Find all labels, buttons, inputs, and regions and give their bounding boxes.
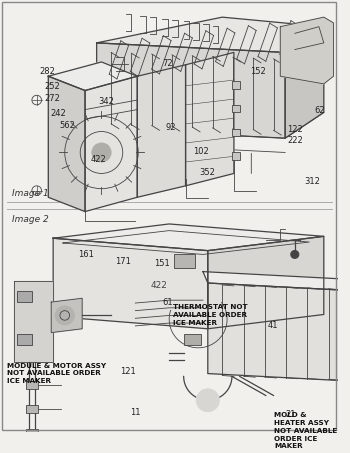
Text: 21: 21 (286, 410, 296, 419)
FancyBboxPatch shape (184, 333, 201, 345)
Circle shape (196, 389, 219, 412)
Polygon shape (97, 43, 285, 138)
Circle shape (92, 143, 111, 162)
Polygon shape (14, 281, 53, 362)
Polygon shape (137, 65, 186, 197)
Text: 161: 161 (78, 250, 94, 259)
FancyBboxPatch shape (18, 291, 32, 302)
Polygon shape (85, 76, 137, 212)
Polygon shape (208, 283, 350, 381)
Text: 41: 41 (267, 322, 278, 330)
Polygon shape (97, 17, 324, 53)
Text: 422: 422 (90, 155, 106, 164)
FancyBboxPatch shape (26, 429, 38, 436)
Text: THERMOSTAT NOT
AVAILABLE ORDER
ICE MAKER: THERMOSTAT NOT AVAILABLE ORDER ICE MAKER (173, 304, 247, 326)
Text: 252: 252 (44, 82, 60, 91)
Text: MODULE & MOTOR ASSY
NOT AVAILABLE ORDER
ICE MAKER: MODULE & MOTOR ASSY NOT AVAILABLE ORDER … (7, 362, 106, 384)
Text: 121: 121 (120, 367, 136, 376)
Polygon shape (208, 236, 324, 329)
Polygon shape (53, 224, 324, 251)
Polygon shape (53, 238, 208, 329)
FancyBboxPatch shape (174, 255, 195, 268)
Text: 562: 562 (59, 120, 75, 130)
Text: 342: 342 (98, 97, 114, 106)
Text: 151: 151 (154, 259, 170, 268)
FancyBboxPatch shape (232, 105, 240, 112)
Text: 61: 61 (162, 298, 173, 307)
Text: 352: 352 (199, 168, 216, 177)
Text: MOLD &
HEATER ASSY
NOT AVAILABLE
ORDER ICE
MAKER: MOLD & HEATER ASSY NOT AVAILABLE ORDER I… (274, 412, 337, 449)
FancyBboxPatch shape (26, 381, 38, 389)
Circle shape (55, 306, 75, 325)
Text: 272: 272 (44, 94, 60, 103)
Text: 422: 422 (151, 281, 168, 290)
Polygon shape (280, 17, 334, 84)
FancyBboxPatch shape (26, 405, 38, 413)
FancyBboxPatch shape (232, 153, 240, 160)
Text: 72: 72 (162, 59, 173, 68)
Polygon shape (51, 298, 82, 333)
Polygon shape (203, 272, 350, 291)
Text: 222: 222 (288, 136, 303, 145)
Text: 11: 11 (130, 408, 141, 417)
Text: Image 1: Image 1 (12, 189, 48, 198)
Text: Image 2: Image 2 (12, 215, 48, 224)
Text: 152: 152 (250, 67, 266, 76)
Text: 171: 171 (115, 257, 131, 265)
Text: 62: 62 (315, 106, 325, 115)
FancyBboxPatch shape (232, 81, 240, 89)
Circle shape (291, 251, 299, 258)
Polygon shape (48, 76, 85, 212)
FancyBboxPatch shape (18, 333, 32, 345)
FancyBboxPatch shape (232, 129, 240, 136)
Polygon shape (285, 27, 324, 138)
Polygon shape (186, 53, 234, 186)
Text: 92: 92 (166, 123, 176, 132)
Text: 242: 242 (51, 109, 66, 118)
Text: 122: 122 (288, 125, 303, 134)
Text: 312: 312 (304, 177, 320, 186)
Polygon shape (48, 62, 137, 91)
Text: 102: 102 (193, 147, 209, 155)
Text: 282: 282 (39, 67, 55, 76)
